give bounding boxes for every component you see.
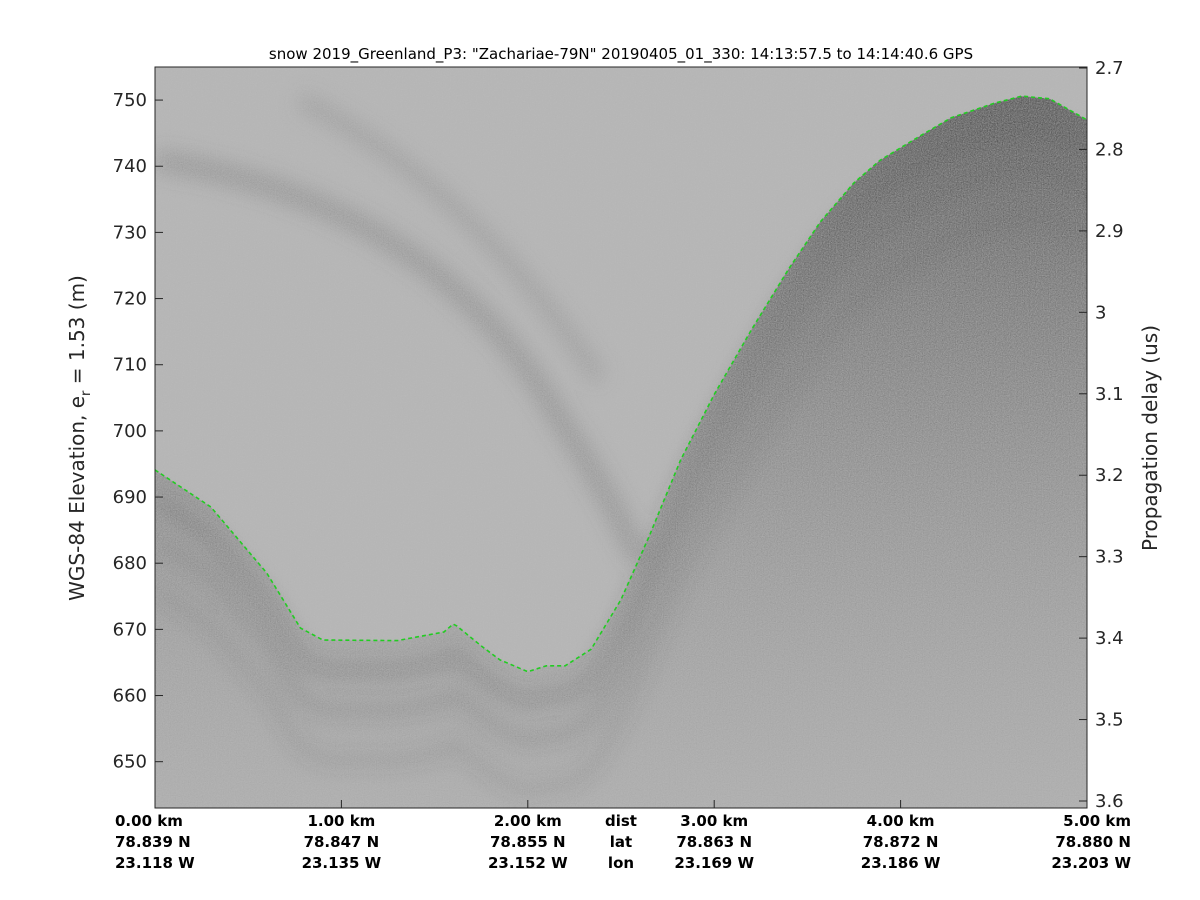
x-tick-lon: 23.135 W xyxy=(302,854,382,872)
x-tick-dist: 4.00 km xyxy=(867,812,935,830)
plot-frame xyxy=(154,66,1088,809)
y-tick-label: 680 xyxy=(113,553,147,574)
x-tick-lat: 78.847 N xyxy=(304,833,380,851)
y2-tick-label: 2.7 xyxy=(1095,58,1124,79)
y-tick-label: 720 xyxy=(113,289,147,310)
row-label-lon: lon xyxy=(608,854,634,872)
x-tick-lat: 78.863 N xyxy=(676,833,752,851)
x-tick-lat: 78.880 N xyxy=(1055,833,1131,851)
x-tick-lat: 78.855 N xyxy=(490,833,566,851)
y-tick-label: 650 xyxy=(113,752,147,773)
y-axis-label: WGS-84 Elevation, er = 1.53 (m) xyxy=(65,275,94,601)
row-label-lat: lat xyxy=(610,833,632,851)
chart-title: snow 2019_Greenland_P3: "Zachariae-79N" … xyxy=(269,45,973,64)
y2-tick-label: 3.2 xyxy=(1095,465,1124,486)
y2-tick-label: 3.4 xyxy=(1095,628,1124,649)
y-tick-label: 750 xyxy=(113,90,147,111)
y2-tick-label: 3.6 xyxy=(1095,791,1124,812)
y-tick-label: 690 xyxy=(113,487,147,508)
y2-tick-label: 3 xyxy=(1095,302,1106,323)
x-tick-lon: 23.186 W xyxy=(861,854,941,872)
x-tick-dist: 2.00 km xyxy=(494,812,562,830)
x-tick-lat: 78.839 N xyxy=(115,833,191,851)
x-tick-lon: 23.152 W xyxy=(488,854,568,872)
y-tick-label: 700 xyxy=(113,421,147,442)
x-tick-lon: 23.118 W xyxy=(115,854,195,872)
x-tick-dist: 3.00 km xyxy=(680,812,748,830)
x-tick-dist: 0.00 km xyxy=(115,812,183,830)
row-label-dist: dist xyxy=(605,812,637,830)
y-tick-label: 660 xyxy=(113,686,147,707)
y2-tick-label: 3.5 xyxy=(1095,710,1124,731)
x-tick-dist: 5.00 km xyxy=(1063,812,1131,830)
y2-tick-label: 3.1 xyxy=(1095,384,1124,405)
y-tick-label: 710 xyxy=(113,355,147,376)
echogram-image xyxy=(155,67,1087,808)
y2-tick-label: 2.8 xyxy=(1095,139,1124,160)
x-tick-lat: 78.872 N xyxy=(863,833,939,851)
y2-axis-label: Propagation delay (us) xyxy=(1138,325,1162,551)
y-tick-label: 740 xyxy=(113,156,147,177)
y-tick-label: 730 xyxy=(113,222,147,243)
x-tick-lon: 23.203 W xyxy=(1051,854,1131,872)
x-tick-dist: 1.00 km xyxy=(307,812,375,830)
y2-tick-label: 2.9 xyxy=(1095,221,1124,242)
x-tick-lon: 23.169 W xyxy=(674,854,754,872)
y2-tick-label: 3.3 xyxy=(1095,547,1124,568)
y-tick-label: 670 xyxy=(113,619,147,640)
